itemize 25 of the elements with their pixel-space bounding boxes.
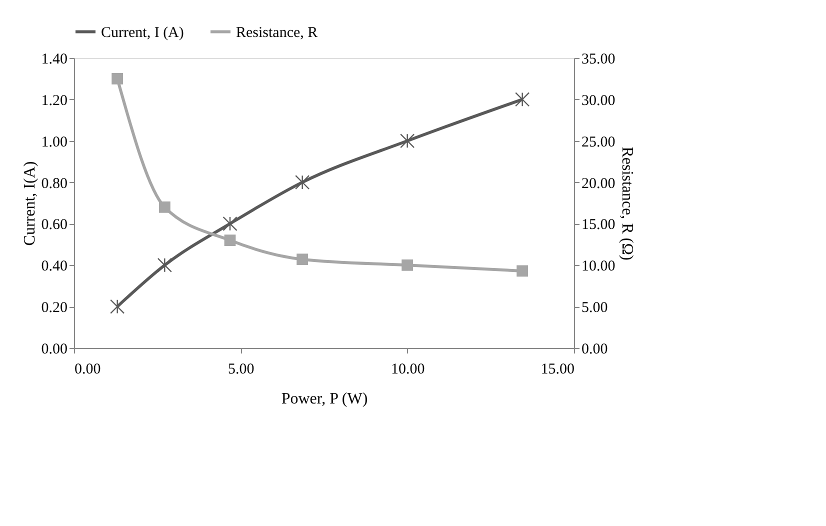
y-tick-label: 0.40 xyxy=(41,258,68,275)
legend-label: Resistance, R xyxy=(236,24,318,41)
y-tick-label: 0.80 xyxy=(41,176,68,192)
y2-tick-label: 35.00 xyxy=(582,52,616,68)
y-axis-title: Current, I(A) xyxy=(21,161,38,246)
y2-tick-label: 5.00 xyxy=(582,300,608,316)
y-tick-label: 0.00 xyxy=(41,342,68,358)
y2-tick-label: 30.00 xyxy=(582,92,616,109)
x-tick-label: 15.00 xyxy=(540,362,574,378)
legend-label: Current, I (A) xyxy=(101,24,184,41)
x-tick-label: 5.00 xyxy=(228,362,254,378)
y-tick-label: 1.40 xyxy=(41,52,68,68)
x-tick-label: 0.00 xyxy=(74,362,101,378)
y2-tick-label: 25.00 xyxy=(582,134,616,150)
y2-tick-label: 15.00 xyxy=(582,217,616,234)
y-tick-label: 0.60 xyxy=(41,217,68,234)
y2-axis-title: Resistance, R (Ω) xyxy=(618,146,636,260)
y2-tick-label: 0.00 xyxy=(582,342,608,358)
x-tick-label: 10.00 xyxy=(390,362,425,378)
y-tick-label: 0.20 xyxy=(41,300,68,316)
y-tick-label: 1.20 xyxy=(41,92,68,109)
y2-tick-label: 10.00 xyxy=(582,258,616,275)
y-tick-label: 1.00 xyxy=(41,134,68,150)
y2-tick-label: 20.00 xyxy=(582,176,616,192)
x-axis-title: Power, P (W) xyxy=(281,390,368,408)
